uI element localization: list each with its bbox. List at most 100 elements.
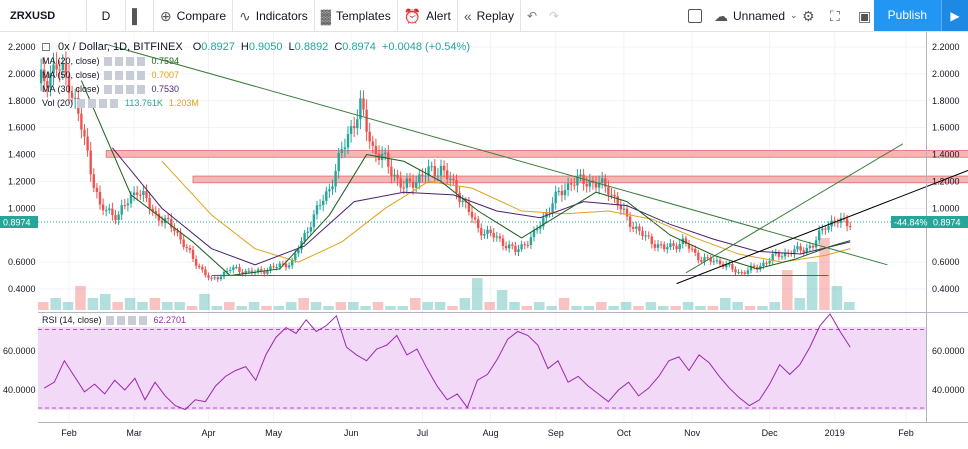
collapse-icon[interactable]: [42, 43, 50, 51]
volume-bar: [794, 298, 805, 310]
rsi-controls[interactable]: [105, 315, 150, 325]
candle-body: [207, 275, 210, 278]
candle-body: [570, 183, 573, 185]
legend-open: 0.8927: [201, 41, 235, 53]
chart-type-button[interactable]: ▌: [126, 0, 153, 31]
legend-close-label: C: [334, 41, 343, 53]
candle-body: [167, 218, 170, 220]
publish-menu-button[interactable]: ▶: [941, 0, 968, 31]
candle-body: [554, 191, 557, 204]
fullscreen-toggle[interactable]: [682, 0, 708, 31]
ma50-legend[interactable]: MA (50, close) 0.7007: [42, 70, 179, 80]
candle-body: [495, 236, 498, 238]
ma20-legend[interactable]: MA (20, close) 0.7594: [42, 56, 179, 66]
time-tick-label: 2019: [825, 428, 845, 438]
candle-body: [256, 269, 260, 273]
save-layout-button[interactable]: ☁ Unnamed ⌄: [708, 0, 804, 31]
redo-button[interactable]: ↷: [543, 0, 565, 31]
alert-button[interactable]: ⏰ Alert: [398, 0, 457, 31]
volume-bar: [38, 302, 49, 310]
snapshot-button[interactable]: ▣: [852, 0, 882, 31]
rsi-legend[interactable]: RSI (14, close) 62.2701: [42, 315, 186, 325]
candle-body: [808, 245, 812, 248]
candle-body: [765, 262, 768, 264]
volume-controls[interactable]: [77, 98, 122, 108]
candle-body: [337, 152, 340, 172]
ma30-controls[interactable]: [103, 84, 148, 94]
candle-body: [638, 226, 641, 231]
time-tick-label: May: [265, 428, 283, 438]
candle-body: [483, 234, 486, 236]
candle-body: [92, 174, 95, 188]
volume-bar: [50, 298, 61, 310]
wave-icon: ∿: [239, 7, 251, 24]
candle-body: [610, 194, 613, 196]
candle-body: [594, 182, 598, 188]
toolbar-divider: [86, 0, 87, 31]
fullscreen-button[interactable]: ⛶: [824, 0, 851, 31]
settings-button[interactable]: ⚙: [796, 0, 826, 31]
ma20-controls[interactable]: [103, 56, 148, 66]
candle-body: [814, 240, 818, 248]
price-tick-label-left: 1.0000: [8, 203, 36, 213]
candle-body: [241, 272, 244, 274]
candle-body: [712, 261, 715, 263]
rsi-line: [43, 313, 851, 411]
volume-bar: [509, 302, 520, 310]
redo-icon: ↷: [549, 8, 560, 23]
symbol-search[interactable]: ZRXUSD: [10, 9, 56, 22]
candle-body: [260, 269, 263, 272]
volume-value: 113.761K: [125, 98, 163, 108]
ma30-legend[interactable]: MA (30, close) 0.7530: [42, 84, 179, 94]
volume-bar: [434, 302, 446, 310]
replay-button[interactable]: « Replay: [458, 0, 520, 31]
trendline: [685, 143, 904, 274]
undo-button[interactable]: ↶: [521, 0, 543, 31]
right-price-tag: [891, 216, 968, 228]
price-tick-label-left: 0.6000: [8, 257, 36, 267]
candle-body: [839, 218, 843, 223]
indicators-button[interactable]: ∿ Indicators: [233, 0, 314, 31]
candle-body: [74, 97, 77, 99]
candle-body: [715, 260, 719, 262]
volume-bar: [744, 306, 756, 310]
candle-body: [325, 191, 328, 201]
candle-body: [477, 219, 480, 229]
publish-button[interactable]: Publish: [873, 0, 941, 31]
candle-body: [247, 270, 250, 272]
candle-body: [250, 270, 254, 274]
candle-body: [387, 152, 390, 167]
candle-body: [346, 134, 350, 148]
alarm-clock-icon: ⏰: [403, 7, 422, 24]
candle-body: [749, 265, 753, 271]
price-tick-label: 1.0000: [932, 203, 960, 213]
candle-body: [821, 228, 824, 231]
chart-area[interactable]: 2.2000 2.2000 2.0000 2.0000 1.8000 1.8000 1.60…: [0, 32, 968, 444]
ma50-controls[interactable]: [103, 70, 148, 80]
volume-legend[interactable]: Vol (20) 113.761K 1.203M: [42, 98, 199, 108]
templates-button[interactable]: ▓ Templates: [315, 0, 397, 31]
candle-body: [647, 235, 650, 237]
volume-bar: [360, 306, 371, 310]
volume-bar: [583, 306, 595, 310]
compare-button[interactable]: ⊕ Compare: [154, 0, 232, 31]
candle-body: [318, 205, 322, 207]
candle-body: [132, 192, 136, 196]
candle-body: [55, 64, 58, 70]
candle-body: [129, 195, 133, 204]
candle-body: [436, 175, 440, 177]
volume-bar: [496, 290, 508, 310]
interval-button[interactable]: D: [101, 8, 111, 23]
candle-body: [774, 252, 777, 254]
chart-canvas[interactable]: 2.2000 2.2000 2.0000 2.0000 1.8000 1.8000 1.60…: [0, 32, 968, 444]
candle-body: [263, 271, 266, 274]
candle-body: [700, 260, 703, 262]
candle-body: [269, 266, 272, 271]
candle-body: [597, 182, 601, 188]
candle-body: [411, 181, 415, 188]
candle-body: [659, 244, 663, 246]
price-tick-label-left: 1.2000: [8, 176, 36, 186]
candle-body: [424, 175, 427, 177]
toolbar-divider: [313, 0, 315, 31]
candle-body: [402, 187, 405, 189]
